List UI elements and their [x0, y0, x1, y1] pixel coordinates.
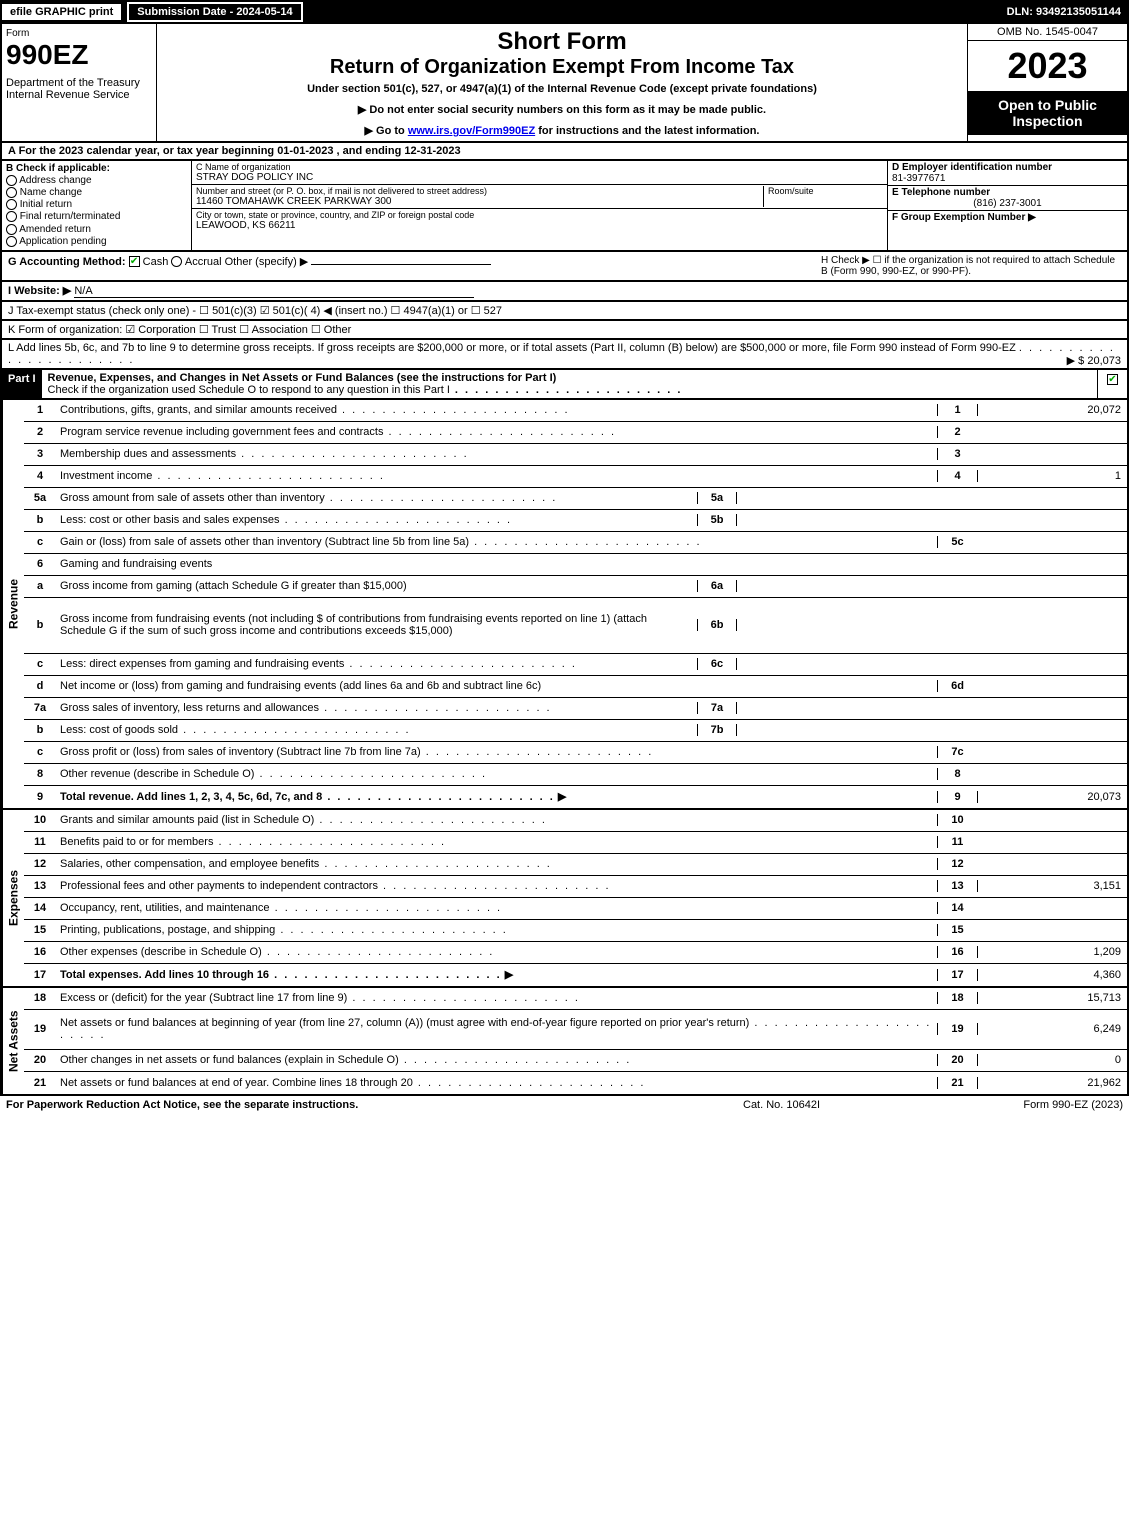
under-section: Under section 501(c), 527, or 4947(a)(1)…: [165, 83, 959, 95]
gross-receipts: ▶ $ 20,073: [1067, 354, 1121, 367]
top-bar: efile GRAPHIC print Submission Date - 20…: [0, 0, 1129, 24]
line-21-value: 21,962: [977, 1077, 1127, 1089]
header-left: Form 990EZ Department of the Treasury In…: [2, 24, 157, 141]
part-1-header: Part I Revenue, Expenses, and Changes in…: [0, 370, 1129, 400]
line-17-value: 4,360: [977, 969, 1127, 981]
check-cash[interactable]: [129, 256, 140, 267]
line-19-value: 6,249: [977, 1023, 1127, 1035]
section-b-label: B Check if applicable:: [6, 163, 187, 174]
tel-label: E Telephone number: [892, 187, 1123, 198]
header-right: OMB No. 1545-0047 2023 Open to Public In…: [967, 24, 1127, 141]
form-number: 990EZ: [6, 39, 152, 71]
check-name-change[interactable]: Name change: [6, 187, 187, 198]
line-9-value: 20,073: [977, 791, 1127, 803]
section-a-text: A For the 2023 calendar year, or tax yea…: [8, 145, 461, 157]
section-j: J Tax-exempt status (check only one) - ☐…: [0, 302, 1129, 321]
org-name-label: C Name of organization: [196, 162, 883, 172]
efile-badge[interactable]: efile GRAPHIC print: [0, 2, 123, 22]
section-c: C Name of organization STRAY DOG POLICY …: [192, 161, 887, 250]
short-form-title: Short Form: [165, 28, 959, 56]
open-inspection: Open to Public Inspection: [968, 91, 1127, 135]
section-d: D Employer identification number 81-3977…: [887, 161, 1127, 250]
netassets-block: Net Assets 18Excess or (deficit) for the…: [0, 988, 1129, 1096]
ein: 81-3977671: [892, 173, 1123, 184]
room-label: Room/suite: [768, 186, 883, 196]
goto-post: for instructions and the latest informat…: [535, 125, 759, 137]
org-name: STRAY DOG POLICY INC: [196, 172, 883, 183]
header-center: Short Form Return of Organization Exempt…: [157, 24, 967, 141]
street-label: Number and street (or P. O. box, if mail…: [196, 186, 763, 196]
line-18-value: 15,713: [977, 992, 1127, 1004]
part-1-title: Revenue, Expenses, and Changes in Net As…: [48, 372, 557, 384]
omb-number: OMB No. 1545-0047: [968, 24, 1127, 41]
page-footer: For Paperwork Reduction Act Notice, see …: [0, 1096, 1129, 1114]
dln: DLN: 93492135051144: [1007, 6, 1129, 18]
form-ref: Form 990-EZ (2023): [943, 1099, 1123, 1111]
city-label: City or town, state or province, country…: [196, 210, 883, 220]
part-1-label: Part I: [2, 370, 42, 398]
section-i: I Website: ▶ N/A: [0, 282, 1129, 302]
website: N/A: [74, 285, 92, 297]
section-g-h: G Accounting Method: Cash Accrual Other …: [0, 252, 1129, 282]
line-16-value: 1,209: [977, 946, 1127, 958]
revenue-block: Revenue 1Contributions, gifts, grants, a…: [0, 400, 1129, 810]
line-20-value: 0: [977, 1054, 1127, 1066]
expenses-block: Expenses 10Grants and similar amounts pa…: [0, 810, 1129, 988]
note-goto: ▶ Go to www.irs.gov/Form990EZ for instru…: [165, 124, 959, 137]
irs-link[interactable]: www.irs.gov/Form990EZ: [408, 125, 535, 137]
info-grid: B Check if applicable: Address change Na…: [0, 161, 1129, 252]
note-ssn: ▶ Do not enter social security numbers o…: [165, 103, 959, 116]
line-13-value: 3,151: [977, 880, 1127, 892]
cat-no: Cat. No. 10642I: [743, 1099, 943, 1111]
check-address-change[interactable]: Address change: [6, 175, 187, 186]
ein-label: D Employer identification number: [892, 162, 1123, 173]
netassets-label: Net Assets: [2, 988, 24, 1094]
line-1-value: 20,072: [977, 404, 1127, 416]
check-application-pending[interactable]: Application pending: [6, 236, 187, 247]
part-1-subtitle: Check if the organization used Schedule …: [48, 384, 450, 396]
check-amended-return[interactable]: Amended return: [6, 224, 187, 235]
revenue-label: Revenue: [2, 400, 24, 808]
expenses-label: Expenses: [2, 810, 24, 986]
department: Department of the Treasury Internal Reve…: [6, 77, 152, 101]
tax-year: 2023: [968, 41, 1127, 91]
street: 11460 TOMAHAWK CREEK PARKWAY 300: [196, 196, 763, 207]
section-l: L Add lines 5b, 6c, and 7b to line 9 to …: [0, 340, 1129, 370]
section-b: B Check if applicable: Address change Na…: [2, 161, 192, 250]
part-1-check[interactable]: [1097, 370, 1127, 398]
paperwork-notice: For Paperwork Reduction Act Notice, see …: [6, 1099, 743, 1111]
goto-pre: ▶ Go to: [365, 125, 408, 137]
tel: (816) 237-3001: [892, 198, 1123, 209]
section-a: A For the 2023 calendar year, or tax yea…: [0, 143, 1129, 161]
check-accrual[interactable]: [171, 256, 182, 267]
return-title: Return of Organization Exempt From Incom…: [165, 56, 959, 79]
form-label: Form: [6, 28, 152, 39]
check-final-return[interactable]: Final return/terminated: [6, 211, 187, 222]
city: LEAWOOD, KS 66211: [196, 220, 883, 231]
line-4-value: 1: [977, 470, 1127, 482]
section-h: H Check ▶ ☐ if the organization is not r…: [821, 255, 1121, 277]
group-label: F Group Exemption Number ▶: [892, 212, 1123, 223]
submission-date: Submission Date - 2024-05-14: [127, 2, 302, 22]
section-k: K Form of organization: ☑ Corporation ☐ …: [0, 321, 1129, 340]
g-label: G Accounting Method:: [8, 256, 126, 268]
form-header: Form 990EZ Department of the Treasury In…: [0, 24, 1129, 143]
check-initial-return[interactable]: Initial return: [6, 199, 187, 210]
